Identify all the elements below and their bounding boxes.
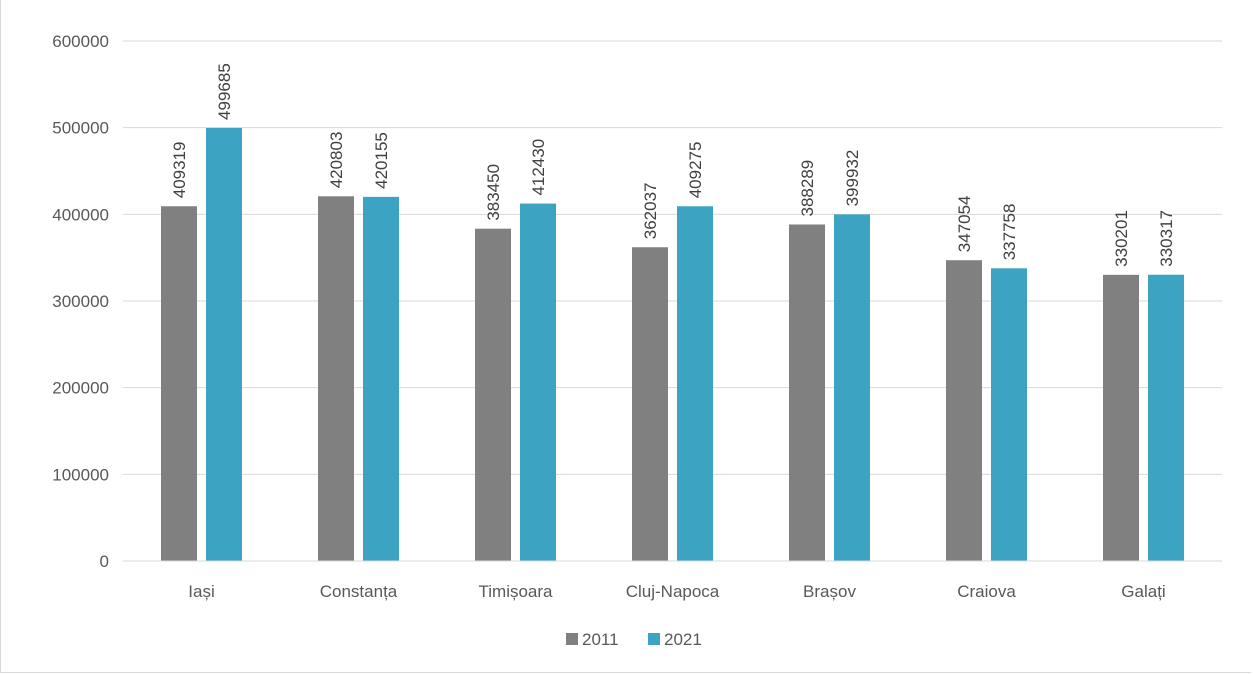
bar-2011-0 [161, 206, 197, 561]
y-tick-label: 300000 [52, 292, 109, 311]
bar-2021-2 [520, 203, 556, 561]
data-label-2021-2: 412430 [529, 139, 548, 196]
bar-2021-0 [206, 127, 242, 561]
legend-swatch-2021 [648, 633, 660, 645]
x-tick-label: Timișoara [479, 582, 554, 601]
data-label-2021-4: 399932 [843, 150, 862, 207]
x-tick-label: Constanța [320, 582, 398, 601]
data-label-2011-6: 330201 [1112, 210, 1131, 267]
x-tick-label: Iași [188, 582, 214, 601]
y-tick-label: 0 [100, 552, 109, 571]
data-label-2011-0: 409319 [170, 142, 189, 199]
x-tick-label: Galați [1121, 582, 1165, 601]
legend-label: 2011 [582, 630, 619, 649]
x-tick-label: Cluj-Napoca [626, 582, 720, 601]
legend: 2011 2021 [566, 630, 702, 649]
data-label-2021-0: 499685 [215, 63, 234, 120]
bar-2021-3 [677, 206, 713, 562]
bar-2011-1 [318, 196, 354, 561]
legend-swatch-2011 [566, 633, 578, 645]
data-label-2011-4: 388289 [798, 160, 817, 217]
legend-label: 2021 [664, 630, 702, 649]
y-tick-label: 400000 [52, 205, 109, 224]
data-label-2011-3: 362037 [641, 183, 660, 240]
data-label-2011-1: 420803 [327, 132, 346, 189]
data-label-2021-3: 409275 [686, 142, 705, 199]
bar-2011-5 [946, 260, 982, 561]
bar-2011-2 [475, 228, 511, 561]
bars [161, 127, 1184, 562]
data-label-2021-5: 337758 [1000, 204, 1019, 261]
data-label-2011-5: 347054 [955, 195, 974, 252]
data-label-2021-6: 330317 [1157, 210, 1176, 267]
x-tick-label: Brașov [803, 582, 856, 601]
bar-2011-4 [789, 224, 825, 562]
y-tick-label: 200000 [52, 379, 109, 398]
x-axis-ticks: Iași Constanța Timișoara Cluj-Napoca Brașov C… [188, 582, 1165, 601]
data-label-2021-1: 420155 [372, 132, 391, 189]
y-tick-label: 500000 [52, 119, 109, 138]
bar-2011-6 [1103, 274, 1139, 561]
y-axis-ticks: 0 100000 200000 300000 400000 500000 600000 [52, 32, 109, 571]
bar-2011-3 [632, 247, 668, 561]
bar-2021-5 [991, 268, 1027, 561]
data-labels: 409319 499685 420803 420155 383450 412430 3620… [170, 63, 1176, 267]
y-tick-label: 100000 [52, 465, 109, 484]
bar-2021-4 [834, 214, 870, 561]
x-tick-label: Craiova [957, 582, 1016, 601]
y-tick-label: 600000 [52, 32, 109, 51]
bar-2021-6 [1148, 274, 1184, 561]
bar-2021-1 [363, 196, 399, 561]
gridlines [123, 40, 1222, 475]
data-label-2011-2: 383450 [484, 164, 503, 221]
